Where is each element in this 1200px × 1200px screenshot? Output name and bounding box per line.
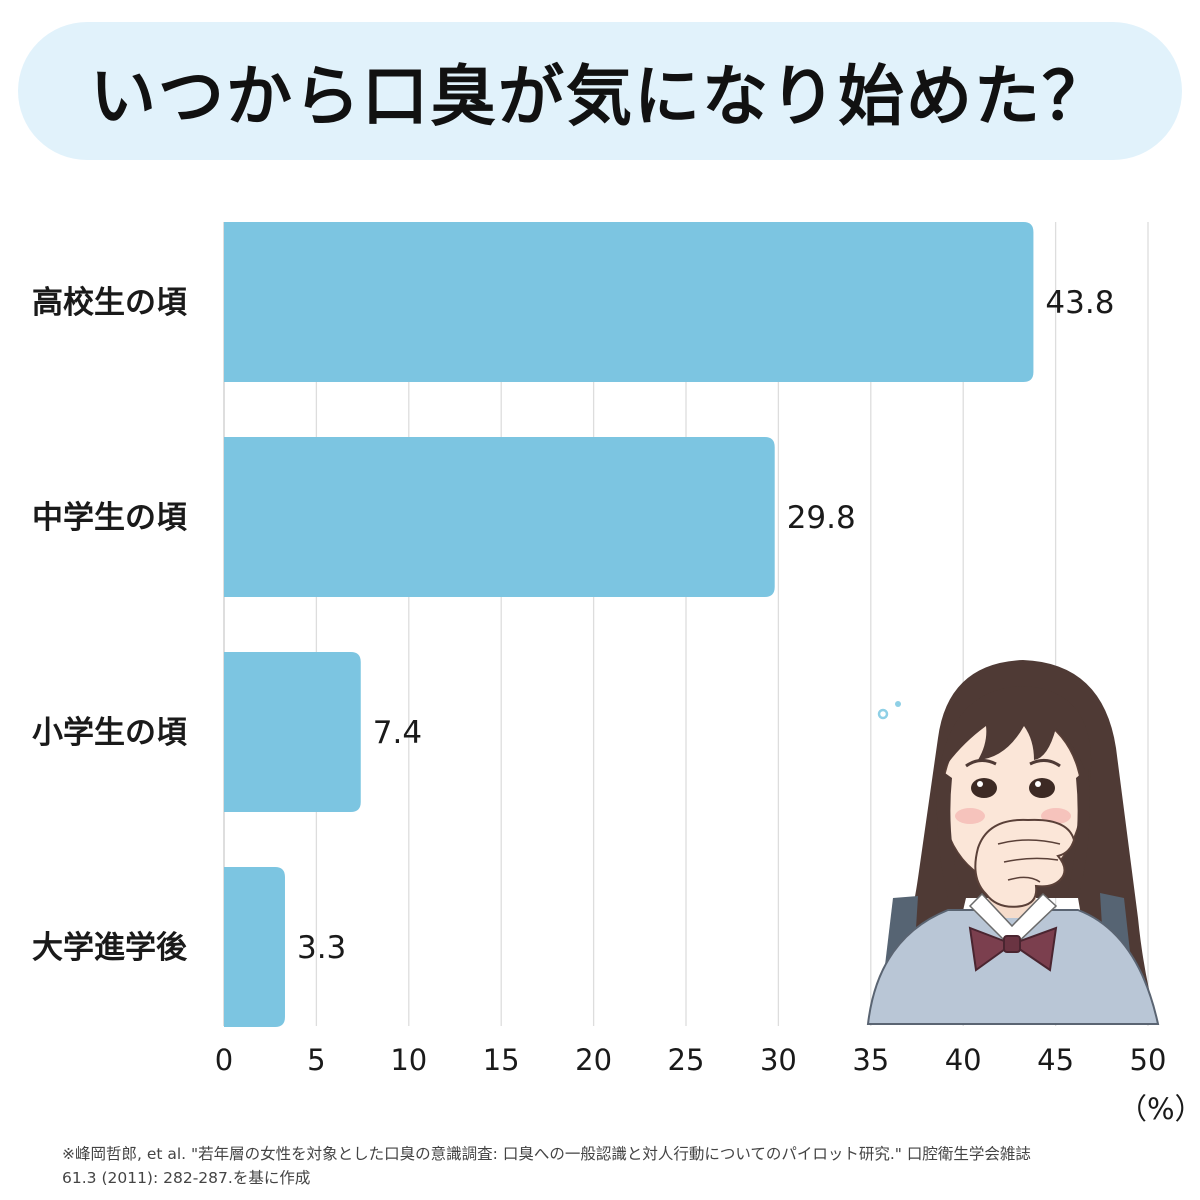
source-line-2: 61.3 (2011): 282-287.を基に作成 [62, 1169, 311, 1187]
bar [224, 437, 775, 597]
bars [224, 222, 1034, 1027]
value-label: 7.4 [373, 715, 422, 751]
x-tick-label: 0 [215, 1043, 233, 1077]
sweat-drops-icon [877, 701, 901, 720]
labels: 0 5 10 15 20 25 30 35 40 45 50 高校生の頃 43.8 中学生の頃 29.8 小学… [32, 285, 1166, 1077]
source-line-1: ※峰岡哲郎, et al. "若年層の女性を対象とした口臭の意識調査: 口臭への… [62, 1145, 1031, 1163]
value-label: 43.8 [1045, 285, 1114, 321]
category-label: 高校生の頃 [32, 285, 187, 321]
category-label: 小学生の頃 [32, 715, 187, 751]
x-tick-label: 5 [307, 1043, 325, 1077]
x-tick-label: 45 [1037, 1043, 1074, 1077]
title-banner: いつから口臭が気になり始めた？ [18, 22, 1182, 160]
source-note: ※峰岡哲郎, et al. "若年層の女性を対象とした口臭の意識調査: 口臭への… [62, 1142, 1172, 1190]
ribbon-icon [968, 926, 1058, 972]
category-label: 中学生の頃 [32, 500, 187, 536]
bar [224, 652, 361, 812]
x-tick-label: 10 [390, 1043, 427, 1077]
worried-girl-illustration [866, 660, 1160, 1025]
x-tick-label: 30 [760, 1043, 797, 1077]
x-tick-label: 40 [945, 1043, 982, 1077]
value-label: 3.3 [297, 930, 346, 966]
value-label: 29.8 [787, 500, 856, 536]
bar [224, 867, 285, 1027]
x-tick-label: 25 [668, 1043, 705, 1077]
unit-label: （%） [1118, 1092, 1200, 1126]
x-tick-label: 20 [575, 1043, 612, 1077]
x-tick-label: 15 [483, 1043, 520, 1077]
chart-title: いつから口臭が気になり始めた？ [90, 58, 1110, 135]
x-tick-label: 50 [1130, 1043, 1167, 1077]
x-tick-label: 35 [852, 1043, 889, 1077]
category-label: 大学進学後 [32, 930, 188, 966]
bar [224, 222, 1034, 382]
